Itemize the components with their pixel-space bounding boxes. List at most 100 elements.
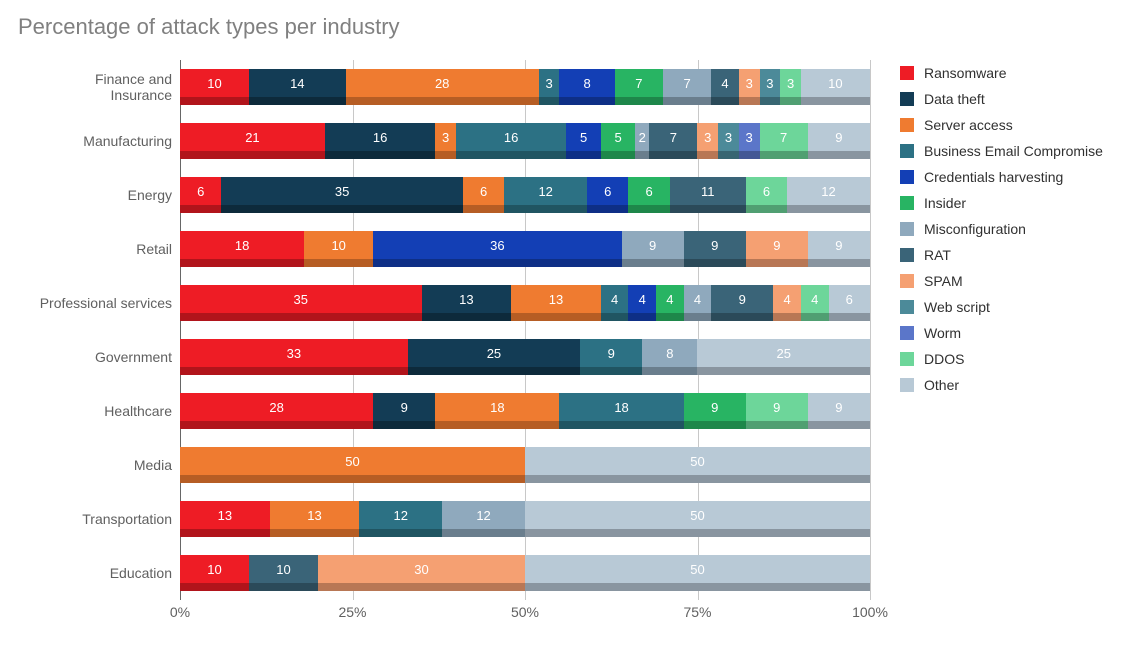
legend-swatch — [900, 222, 914, 236]
y-category-label: Media — [2, 457, 172, 473]
bar-segment: 6 — [180, 177, 221, 205]
bar-segment: 3 — [780, 69, 801, 97]
bar-segment: 13 — [270, 501, 360, 529]
bar-row: Government33259825 — [180, 339, 870, 375]
x-tick-label: 0% — [170, 604, 190, 620]
legend-label: Data theft — [924, 91, 985, 107]
legend-item: Other — [900, 372, 1110, 398]
bar-row: Energy6356126611612 — [180, 177, 870, 213]
bar-segment: 4 — [684, 285, 712, 313]
bar-segment: 3 — [760, 69, 781, 97]
bar-segment: 36 — [373, 231, 621, 259]
legend-item: Business Email Compromise — [900, 138, 1110, 164]
bar-segment: 18 — [435, 393, 559, 421]
y-category-label: Finance andInsurance — [2, 71, 172, 103]
gridline — [870, 60, 871, 600]
bar-row: Education10103050 — [180, 555, 870, 591]
bar-segment: 9 — [373, 393, 435, 421]
bar-segment: 4 — [773, 285, 801, 313]
bar-segment: 4 — [711, 69, 739, 97]
legend-item: Ransomware — [900, 60, 1110, 86]
bar-row: Finance andInsurance1014283877433310 — [180, 69, 870, 105]
legend-label: Other — [924, 377, 959, 393]
bar-segment: 30 — [318, 555, 525, 583]
bar-segment: 21 — [180, 123, 325, 151]
legend-label: SPAM — [924, 273, 963, 289]
bar-segment: 9 — [746, 231, 808, 259]
legend-item: Insider — [900, 190, 1110, 216]
bar-row: Professional services35131344449446 — [180, 285, 870, 321]
bar-segment: 3 — [739, 69, 760, 97]
legend-swatch — [900, 326, 914, 340]
legend-item: Web script — [900, 294, 1110, 320]
chart-plot-area: 0%25%50%75%100%Finance andInsurance10142… — [180, 60, 870, 620]
legend-item: Credentials harvesting — [900, 164, 1110, 190]
bar-segment: 9 — [711, 285, 773, 313]
bar-segment: 8 — [559, 69, 614, 97]
y-category-label: Energy — [2, 187, 172, 203]
bar-segment: 9 — [622, 231, 684, 259]
chart-title: Percentage of attack types per industry — [18, 14, 400, 40]
legend-item: Data theft — [900, 86, 1110, 112]
legend-item: SPAM — [900, 268, 1110, 294]
bar-segment: 25 — [697, 339, 870, 367]
bar-segment: 9 — [808, 123, 870, 151]
legend-swatch — [900, 300, 914, 314]
bar-segment: 35 — [221, 177, 463, 205]
bar-segment: 25 — [408, 339, 581, 367]
legend-label: RAT — [924, 247, 951, 263]
x-tick-label: 25% — [338, 604, 366, 620]
bar-segment: 28 — [180, 393, 373, 421]
legend-swatch — [900, 144, 914, 158]
bar-segment: 12 — [359, 501, 442, 529]
bar-row: Manufacturing2116316552733379 — [180, 123, 870, 159]
legend-label: Misconfiguration — [924, 221, 1026, 237]
x-tick-label: 75% — [683, 604, 711, 620]
bar-segment: 4 — [601, 285, 629, 313]
bar-segment: 10 — [180, 69, 249, 97]
legend-item: DDOS — [900, 346, 1110, 372]
y-category-label: Professional services — [2, 295, 172, 311]
bar-segment: 8 — [642, 339, 697, 367]
legend-label: Web script — [924, 299, 990, 315]
legend-swatch — [900, 378, 914, 392]
bar-segment: 11 — [670, 177, 746, 205]
legend-label: Insider — [924, 195, 966, 211]
bar-segment: 35 — [180, 285, 422, 313]
y-category-label: Transportation — [2, 511, 172, 527]
bar-segment: 16 — [456, 123, 566, 151]
bar-segment: 10 — [180, 555, 249, 583]
legend-label: Ransomware — [924, 65, 1006, 81]
x-tick-label: 50% — [511, 604, 539, 620]
bar-segment: 9 — [684, 393, 746, 421]
bar-segment: 9 — [808, 231, 870, 259]
bar-segment: 50 — [525, 555, 870, 583]
bar-row: Healthcare2891818999 — [180, 393, 870, 429]
bar-segment: 9 — [746, 393, 808, 421]
bar-row: Transportation1313121250 — [180, 501, 870, 537]
bar-segment: 9 — [580, 339, 642, 367]
bar-segment: 3 — [739, 123, 760, 151]
bar-segment: 50 — [525, 501, 870, 529]
bar-segment: 6 — [829, 285, 870, 313]
bar-segment: 28 — [346, 69, 539, 97]
bar-segment: 3 — [697, 123, 718, 151]
bar-segment: 10 — [801, 69, 870, 97]
x-tick-label: 100% — [852, 604, 888, 620]
legend-item: RAT — [900, 242, 1110, 268]
bar-segment: 10 — [249, 555, 318, 583]
bar-segment: 13 — [180, 501, 270, 529]
bar-segment: 3 — [718, 123, 739, 151]
y-category-label: Retail — [2, 241, 172, 257]
y-category-label: Government — [2, 349, 172, 365]
legend-label: Worm — [924, 325, 961, 341]
bar-segment: 4 — [628, 285, 656, 313]
legend-label: DDOS — [924, 351, 964, 367]
bar-segment: 2 — [635, 123, 649, 151]
bar-row: Retail1810369999 — [180, 231, 870, 267]
legend-swatch — [900, 92, 914, 106]
bar-segment: 50 — [180, 447, 525, 475]
legend: RansomwareData theftServer accessBusines… — [900, 60, 1110, 398]
legend-swatch — [900, 66, 914, 80]
legend-swatch — [900, 274, 914, 288]
